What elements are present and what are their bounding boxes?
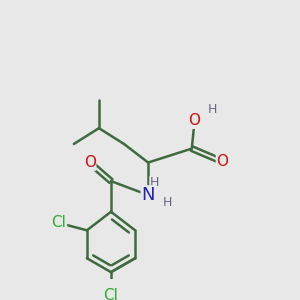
Text: H: H bbox=[150, 176, 159, 190]
Text: O: O bbox=[216, 154, 228, 169]
Text: O: O bbox=[189, 113, 201, 128]
Text: H: H bbox=[163, 196, 172, 209]
Text: N: N bbox=[141, 186, 155, 204]
Text: O: O bbox=[84, 155, 96, 170]
Text: Cl: Cl bbox=[52, 215, 66, 230]
Text: H: H bbox=[208, 103, 217, 116]
Text: Cl: Cl bbox=[103, 288, 118, 300]
